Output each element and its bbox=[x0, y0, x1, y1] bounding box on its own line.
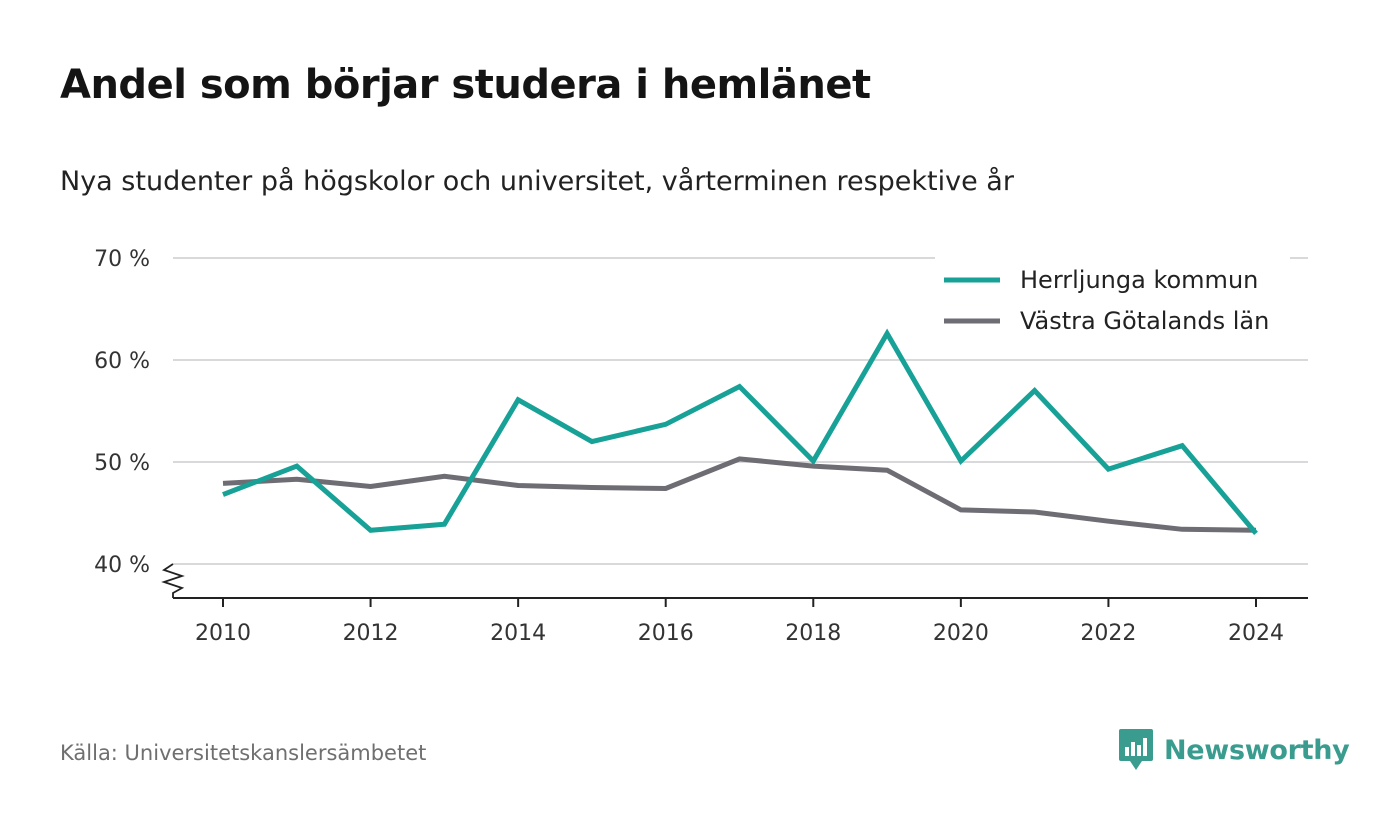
legend-background bbox=[935, 255, 1290, 343]
legend: Herrljunga kommun Västra Götalands län bbox=[935, 255, 1290, 343]
brand-name: Newsworthy bbox=[1164, 734, 1350, 766]
x-axis: 2010 2012 2014 2016 2018 2020 2022 2024 bbox=[173, 597, 1308, 646]
y-tick-label: 40 % bbox=[94, 553, 150, 578]
y-tick-label: 70 % bbox=[94, 247, 150, 272]
y-tick-label: 50 % bbox=[94, 451, 150, 476]
chart-subtitle: Nya studenter på högskolor och universit… bbox=[60, 166, 1014, 197]
line-chart: 40 % 50 % 60 % 70 % 2010 2012 2014 2016 2018 202… bbox=[94, 247, 1308, 646]
x-tick-label: 2016 bbox=[638, 621, 694, 646]
source-note: Källa: Universitetskanslersämbetet bbox=[60, 741, 427, 765]
series-lines bbox=[222, 328, 1258, 536]
newsworthy-logo-icon bbox=[1119, 729, 1153, 770]
x-tick-label: 2024 bbox=[1228, 621, 1284, 646]
axis-break-icon bbox=[161, 563, 185, 598]
brand-logo[interactable]: Newsworthy bbox=[1118, 728, 1350, 772]
legend-label: Västra Götalands län bbox=[1020, 307, 1269, 335]
chart-title: Andel som börjar studera i hemlänet bbox=[60, 62, 871, 108]
x-tick-label: 2012 bbox=[343, 621, 399, 646]
x-tick-label: 2010 bbox=[195, 621, 251, 646]
y-tick-label: 60 % bbox=[94, 349, 150, 374]
series-line bbox=[222, 456, 1257, 533]
x-tick-label: 2022 bbox=[1080, 621, 1136, 646]
y-axis: 40 % 50 % 60 % 70 % bbox=[94, 247, 185, 598]
x-tick-label: 2018 bbox=[785, 621, 841, 646]
series-line bbox=[222, 328, 1258, 536]
x-tick-label: 2020 bbox=[933, 621, 989, 646]
x-tick-label: 2014 bbox=[490, 621, 546, 646]
legend-label: Herrljunga kommun bbox=[1020, 266, 1258, 294]
